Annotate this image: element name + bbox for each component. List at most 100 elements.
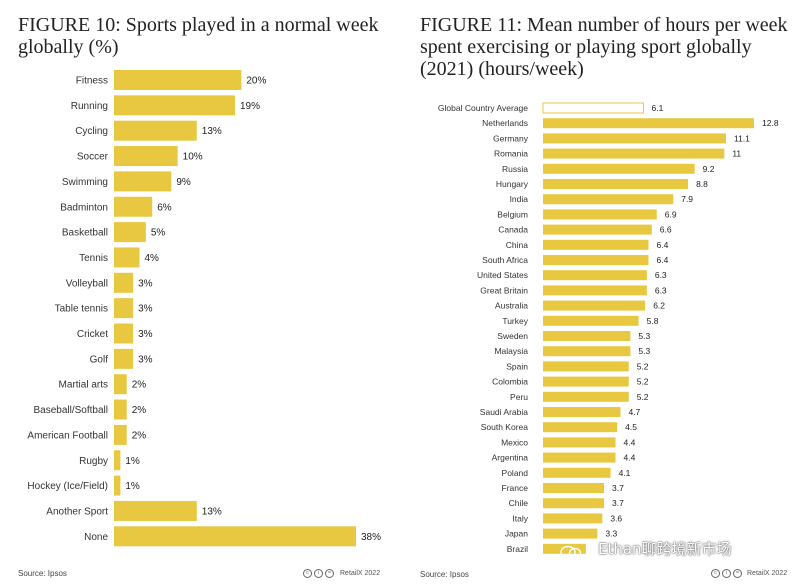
category-label: Golf [90, 354, 109, 365]
value-label: 13% [202, 126, 222, 137]
value-label: 3% [138, 278, 153, 289]
value-label: 11 [732, 149, 741, 159]
bar [114, 70, 242, 90]
category-label: Martial arts [59, 380, 108, 391]
bar [543, 513, 603, 524]
category-label: Colombia [492, 377, 528, 387]
bar [114, 247, 140, 268]
bar [543, 315, 639, 326]
category-label: United States [477, 270, 528, 280]
bar [543, 528, 598, 539]
value-label: 19% [240, 101, 260, 112]
bar [543, 239, 649, 250]
category-label: Mexico [501, 437, 528, 447]
bar [543, 437, 616, 448]
bar [114, 500, 197, 521]
figure-11-source: Source: Ipsos [420, 570, 469, 579]
category-label: India [510, 194, 529, 204]
category-label: Japan [505, 529, 528, 539]
category-label: Rugby [79, 456, 108, 467]
bar [114, 323, 134, 344]
category-label: Cricket [77, 329, 108, 340]
value-label: 1% [125, 481, 140, 492]
bar [543, 179, 689, 189]
value-label: 3% [138, 354, 153, 365]
bar [543, 498, 604, 509]
value-label: 12.8 [762, 118, 779, 128]
value-label: 5.2 [637, 392, 649, 402]
category-label: Poland [502, 468, 529, 478]
category-label: Baseball/Softball [34, 405, 109, 416]
wechat-icon [560, 545, 582, 559]
figure-11-credit: RetailX 2022 [747, 570, 788, 577]
value-label: 38% [361, 532, 381, 543]
bar [542, 102, 645, 114]
bar [543, 422, 618, 433]
bar [114, 348, 134, 369]
figure-11-chart: Global Country Average 6.1 Netherlands 12.8… [438, 102, 779, 554]
category-label: Hockey (Ice/Field) [27, 481, 108, 492]
figure-10-source: Source: Ipsos [18, 569, 67, 578]
value-label: 7.9 [681, 194, 693, 204]
category-label: Australia [495, 301, 528, 311]
bar [114, 196, 153, 217]
value-label: 5.8 [647, 316, 659, 326]
value-label: 5.2 [637, 361, 649, 371]
bar [114, 171, 172, 192]
value-label: 9% [176, 177, 191, 188]
bar [114, 120, 197, 141]
value-label: 2% [132, 430, 147, 441]
category-label: Peru [510, 392, 528, 402]
category-label: Badminton [60, 202, 108, 213]
value-label: 6.4 [657, 255, 669, 265]
value-label: 10% [183, 152, 203, 163]
bar [543, 467, 611, 478]
bar [114, 298, 134, 319]
category-label: Volleyball [66, 278, 108, 289]
cc-license-icon: c i = [711, 569, 742, 578]
category-label: Sweden [497, 331, 528, 341]
bar [543, 270, 647, 281]
bar [114, 146, 178, 167]
value-label: 4.4 [624, 453, 636, 463]
category-label: Running [71, 101, 108, 112]
figure-10-chart: Fitness 20% Running 19% Cycling 13% Soccer 10% S… [27, 70, 381, 547]
bar [114, 95, 235, 116]
figure-10-panel: FIGURE 10: Sports played in a normal wee… [18, 14, 381, 578]
bar [114, 450, 121, 471]
value-label: 4.4 [624, 437, 636, 447]
category-label: Turkey [502, 316, 528, 326]
category-label: Belgium [497, 209, 528, 219]
bar [543, 300, 646, 311]
bar [543, 483, 604, 493]
value-label: 5.2 [637, 377, 649, 387]
category-label: Romania [494, 149, 528, 159]
value-label: 6.6 [660, 225, 672, 235]
category-label: Canada [498, 225, 528, 235]
value-label: 13% [202, 506, 222, 517]
value-label: 6.3 [655, 270, 667, 280]
category-label: China [506, 240, 528, 250]
bar [543, 346, 631, 357]
bar [114, 222, 146, 243]
value-label: 6.1 [652, 103, 664, 113]
category-label: Tennis [79, 253, 108, 264]
bar [543, 543, 586, 554]
category-label: Cycling [75, 126, 108, 137]
category-label: Basketball [62, 228, 108, 239]
category-label: South Korea [481, 422, 529, 432]
category-label: Netherlands [482, 118, 528, 128]
bar [543, 224, 652, 235]
bar [543, 148, 725, 159]
category-label: Fitness [76, 76, 108, 87]
bar [543, 331, 631, 341]
bar [543, 452, 616, 463]
cc-license-icon: c i = [303, 569, 334, 578]
category-label: Global Country Average [438, 103, 528, 113]
category-label: Brazil [507, 544, 528, 554]
bar [543, 407, 621, 417]
value-label: 5% [151, 228, 166, 239]
value-label: 6% [157, 202, 172, 213]
bar [114, 399, 127, 420]
value-label: 3% [138, 329, 153, 340]
